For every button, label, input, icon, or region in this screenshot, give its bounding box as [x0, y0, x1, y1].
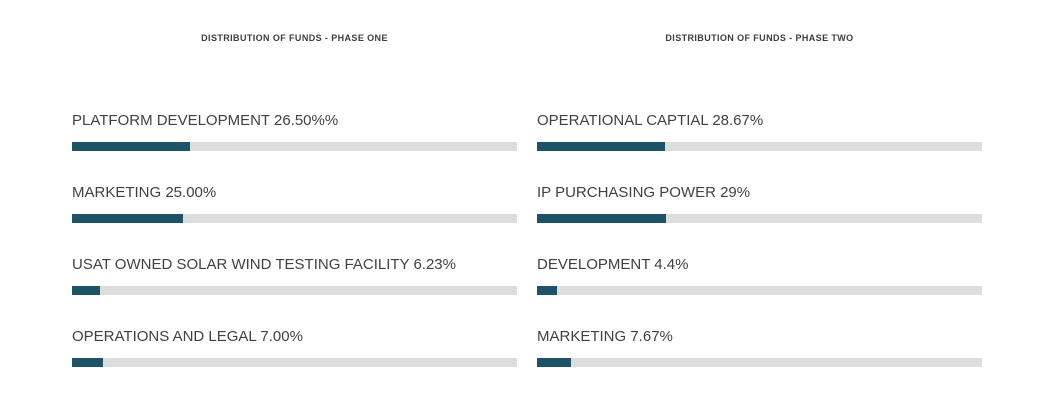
fund-label: IP PURCHASING POWER 29% [537, 184, 751, 201]
fund-label: MARKETING 7.67% [537, 328, 673, 345]
progress-bar-fill [72, 142, 190, 151]
fund-label: OPERATIONAL CAPTIAL 28.67% [537, 112, 764, 129]
phase-two-column: DISTRIBUTION OF FUNDS - PHASE TWO OPERAT… [537, 33, 982, 400]
phase-two-bars: OPERATIONAL CAPTIAL 28.67% IP PURCHASING … [537, 112, 982, 367]
fund-row: IP PURCHASING POWER 29% [537, 184, 982, 223]
fund-label: PLATFORM DEVELOPMENT 26.50%% [72, 112, 339, 129]
fund-row: OPERATIONAL CAPTIAL 28.67% [537, 112, 982, 151]
distribution-of-funds-section: DISTRIBUTION OF FUNDS - PHASE ONE PLATFO… [72, 33, 982, 400]
progress-bar-track [72, 142, 517, 151]
fund-row: USAT OWNED SOLAR WIND TESTING FACILITY 6… [72, 256, 517, 295]
fund-row: OPERATIONS AND LEGAL 7.00% [72, 328, 517, 367]
progress-bar-fill [537, 286, 557, 295]
progress-bar-track [72, 214, 517, 223]
phase-one-column: DISTRIBUTION OF FUNDS - PHASE ONE PLATFO… [72, 33, 517, 400]
progress-bar-track [72, 286, 517, 295]
progress-bar-fill [72, 214, 184, 223]
progress-bar-track [537, 358, 982, 367]
phase-two-title: DISTRIBUTION OF FUNDS - PHASE TWO [665, 33, 854, 43]
fund-row: DEVELOPMENT 4.4% [537, 256, 982, 295]
fund-label: USAT OWNED SOLAR WIND TESTING FACILITY 6… [72, 256, 456, 273]
progress-bar-track [72, 358, 517, 367]
progress-bar-fill [72, 358, 104, 367]
progress-bar-fill [537, 142, 665, 151]
fund-label: DEVELOPMENT 4.4% [537, 256, 689, 273]
phase-one-title: DISTRIBUTION OF FUNDS - PHASE ONE [201, 33, 388, 43]
progress-bar-fill [537, 214, 667, 223]
fund-row: MARKETING 25.00% [72, 184, 517, 223]
progress-bar-track [537, 286, 982, 295]
phase-one-bars: PLATFORM DEVELOPMENT 26.50%% MARKETING 25… [72, 112, 517, 367]
progress-bar-fill [537, 358, 572, 367]
fund-row: PLATFORM DEVELOPMENT 26.50%% [72, 112, 517, 151]
fund-row: MARKETING 7.67% [537, 328, 982, 367]
progress-bar-track [537, 142, 982, 151]
progress-bar-fill [72, 286, 100, 295]
fund-label: MARKETING 25.00% [72, 184, 217, 201]
progress-bar-track [537, 214, 982, 223]
fund-label: OPERATIONS AND LEGAL 7.00% [72, 328, 303, 345]
